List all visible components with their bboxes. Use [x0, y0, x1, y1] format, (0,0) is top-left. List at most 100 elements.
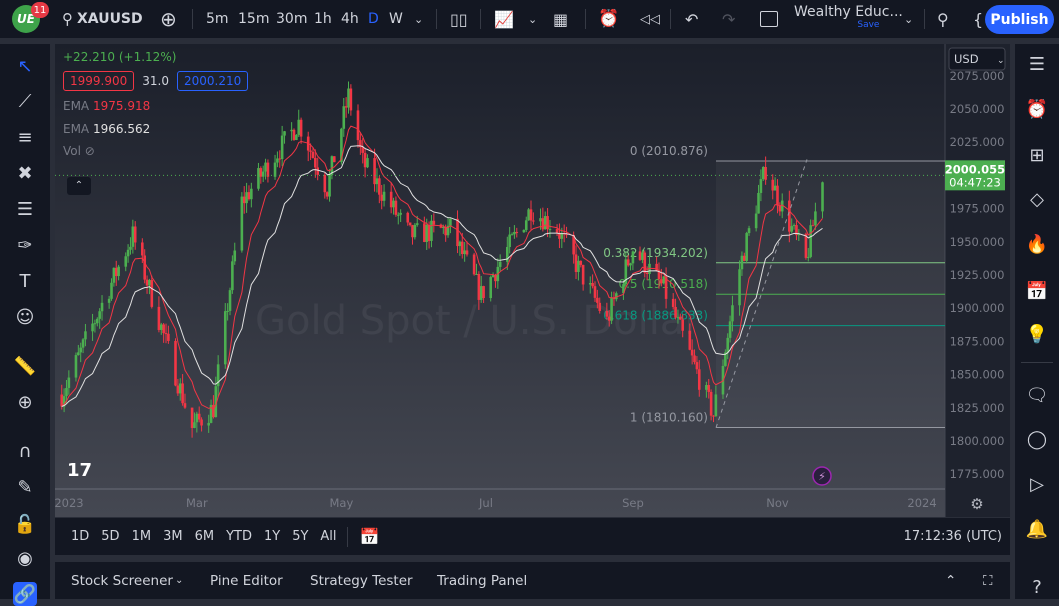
time-tick-label: Sep	[622, 496, 644, 510]
collapse-legend-button[interactable]: ⌃	[67, 177, 91, 195]
candle-body	[773, 185, 777, 191]
range-5y[interactable]: 5Y	[292, 529, 309, 544]
candle-body	[797, 233, 801, 236]
candle-body	[555, 229, 559, 233]
candle-body	[356, 110, 360, 141]
magnet-icon[interactable]: ∩	[18, 440, 32, 462]
currency-selector-label[interactable]: USD	[954, 52, 979, 66]
trend-line-icon[interactable]: ⟋	[18, 90, 32, 112]
settings-icon[interactable]: {	[973, 9, 984, 29]
eye-icon[interactable]: ◉	[17, 547, 33, 569]
eye-hidden-icon[interactable]: ⊘	[84, 144, 95, 158]
range-5d[interactable]: 5D	[101, 529, 120, 544]
ruler-icon[interactable]: 📏	[13, 355, 37, 377]
tab-trading-panel[interactable]: Trading Panel	[437, 572, 528, 589]
add-list-icon[interactable]: ⊞	[1029, 144, 1045, 166]
tab-strategy-tester[interactable]: Strategy Tester	[310, 572, 413, 589]
cursor-icon[interactable]: ↖	[17, 55, 33, 77]
streams-icon[interactable]: ◯	[1026, 428, 1048, 450]
range-3m[interactable]: 3M	[163, 529, 183, 544]
chevron-down-icon[interactable]: ⌄	[414, 12, 424, 26]
replay-icon[interactable]: ◁◁	[640, 11, 660, 27]
chevron-down-icon[interactable]: ⌄	[175, 575, 184, 586]
range-1m[interactable]: 1M	[131, 529, 152, 544]
chevron-up-icon[interactable]: ⌃	[945, 572, 957, 589]
chart-pane[interactable]: Gold Spot / U.S. Dollar 0 (2010.876) 0.382…	[55, 44, 1010, 517]
range-6m[interactable]: 6M	[194, 529, 215, 544]
range-1d[interactable]: 1D	[71, 529, 90, 544]
hotlist-flame-icon[interactable]: 🔥	[1025, 233, 1049, 255]
ideas-bulb-icon[interactable]: 💡	[1025, 323, 1049, 345]
lock-drawing-icon[interactable]: ✎	[17, 476, 33, 498]
candle-body	[690, 349, 694, 356]
buy-price-button[interactable]: 2000.210	[176, 71, 249, 91]
indicators-icon[interactable]: 📈	[494, 9, 514, 29]
interval-5m[interactable]: 5m	[206, 11, 229, 27]
candle-body	[695, 362, 699, 370]
candle-body	[743, 255, 746, 261]
price-chart[interactable]: Gold Spot / U.S. Dollar 0 (2010.876) 0.382…	[55, 44, 1010, 517]
publish-button[interactable]: Publish	[985, 5, 1054, 34]
chevron-down-icon[interactable]: ⌄	[528, 12, 538, 26]
candle-body	[631, 251, 635, 264]
watchlist-icon[interactable]: ☰	[1028, 53, 1046, 75]
maximize-icon[interactable]: ⛶	[983, 572, 993, 589]
sell-price-button[interactable]: 1999.900	[63, 71, 135, 91]
layout-toggle[interactable]	[760, 0, 778, 38]
interval-30m[interactable]: 30m	[276, 11, 308, 27]
axis-settings-icon[interactable]: ⚙	[970, 495, 983, 513]
save-link[interactable]: Save	[857, 20, 880, 30]
candle-body	[809, 225, 812, 257]
range-all[interactable]: All	[320, 529, 337, 544]
fib-retracement-icon[interactable]: ≡	[17, 126, 33, 148]
candle-body	[325, 192, 329, 197]
price-tick-label: 1800.000	[950, 434, 1005, 448]
interval-w[interactable]: W	[389, 11, 403, 27]
compare-symbol-button[interactable]: ⊕	[160, 0, 177, 38]
link-icon[interactable]: 🔗	[13, 582, 37, 606]
chevron-down-icon[interactable]: ⌄	[904, 12, 914, 26]
range-1y[interactable]: 1Y	[263, 529, 281, 544]
symbol-search[interactable]: ⚲ XAUUSD	[62, 0, 143, 38]
layouts-grid-icon[interactable]: ▦	[553, 9, 569, 29]
lightning-glyph: ⚡	[818, 470, 826, 483]
layers-icon[interactable]: ◇	[1030, 188, 1044, 210]
interval-4h[interactable]: 4h	[341, 11, 359, 27]
tab-stock-screener[interactable]: Stock Screener	[71, 572, 173, 589]
alarm-clock-icon[interactable]: ⏰	[598, 9, 620, 29]
tab-pine-editor[interactable]: Pine Editor	[210, 572, 283, 589]
interval-15m[interactable]: 15m	[238, 11, 270, 27]
candle-body	[593, 286, 597, 298]
undo-icon[interactable]: ↶	[685, 9, 699, 29]
lightning-icon	[812, 466, 832, 486]
help-icon[interactable]: ?	[1032, 576, 1042, 598]
fib-level-label: 0.618 (1886.833)	[603, 309, 708, 323]
candles-icon[interactable]: ▯▯	[450, 9, 468, 29]
redo-icon[interactable]: ↷	[722, 9, 736, 29]
candle-body	[264, 162, 267, 172]
emoji-icon[interactable]: ☺	[15, 306, 35, 328]
interval-d[interactable]: D	[368, 11, 379, 27]
interval-1h[interactable]: 1h	[314, 11, 332, 27]
lock-icon[interactable]: 🔓	[13, 513, 37, 535]
chat-icon[interactable]: 🗨	[1025, 384, 1049, 406]
candle-body	[164, 333, 168, 335]
calendar-icon[interactable]: 📅	[1025, 280, 1049, 302]
alerts-icon[interactable]: ⏰	[1025, 98, 1049, 120]
quick-search-icon[interactable]: ⚲	[937, 9, 949, 29]
signal-icon[interactable]: ▷	[1030, 473, 1044, 495]
zoom-in-icon[interactable]: ⊕	[17, 391, 33, 413]
candle-body	[491, 274, 495, 278]
pattern-icon[interactable]: ✖	[17, 162, 33, 184]
range-ytd[interactable]: YTD	[226, 529, 252, 544]
candle-body	[754, 213, 758, 229]
bell-icon[interactable]: 🔔	[1025, 518, 1049, 540]
candle-body	[309, 150, 312, 152]
layout-name-button[interactable]: Wealthy Educ... Save	[794, 0, 903, 38]
brush-icon[interactable]: ✑	[17, 234, 33, 256]
candle-body	[498, 261, 502, 267]
clock-timezone[interactable]: 17:12:36 (UTC)	[903, 529, 1002, 544]
goto-date-icon[interactable]: 📅	[359, 527, 380, 546]
text-icon[interactable]: T	[19, 270, 31, 292]
prediction-icon[interactable]: ☰	[16, 198, 34, 220]
